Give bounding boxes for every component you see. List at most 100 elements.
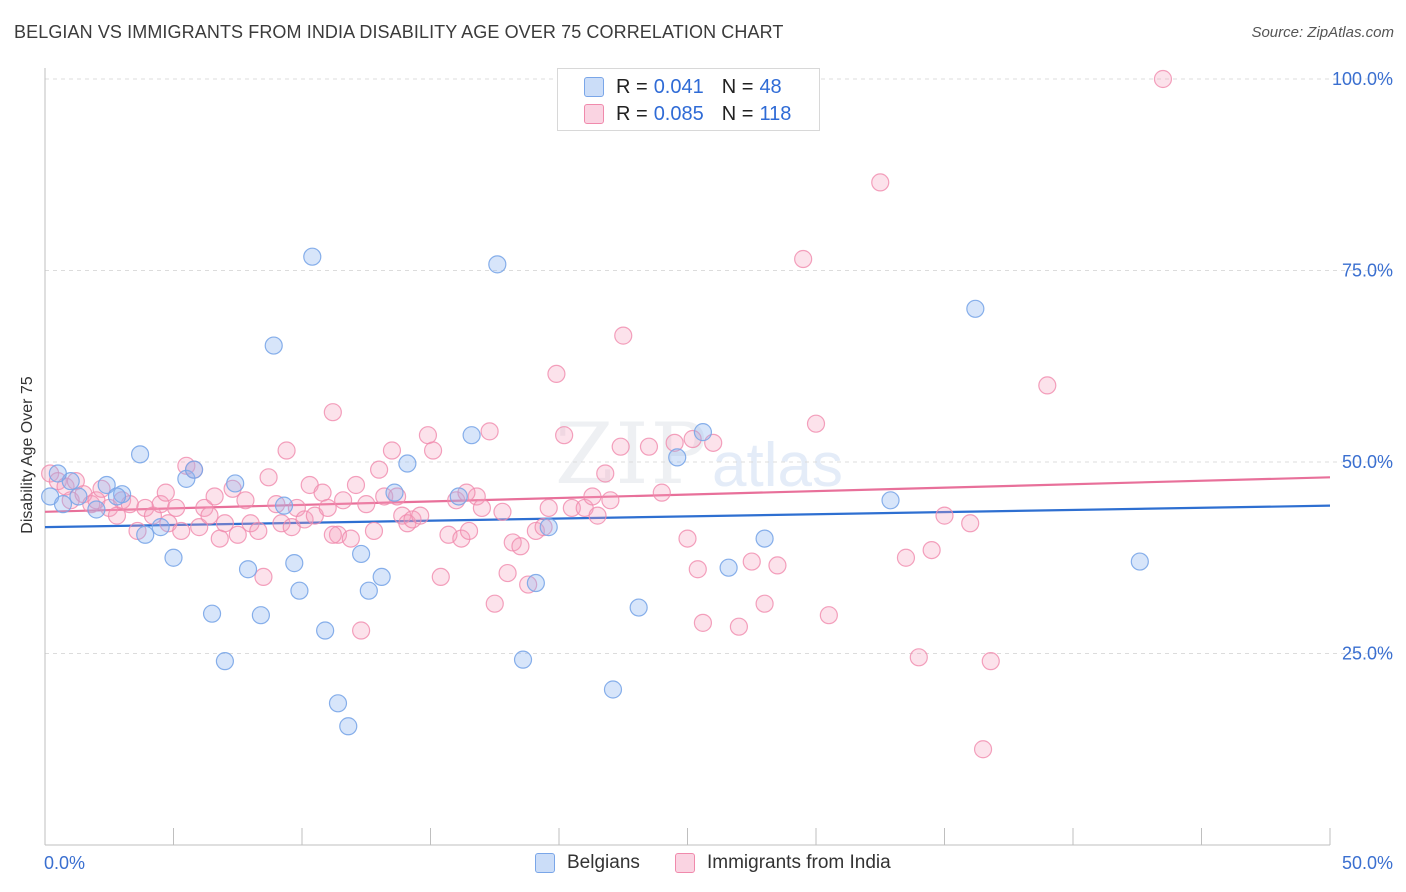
india-point (467, 487, 486, 506)
legend-row-belgians: R = 0.041 N = 48 (584, 75, 800, 99)
india-point (755, 594, 774, 613)
india-point (794, 249, 813, 269)
belgian-point (303, 247, 322, 266)
india-point (236, 491, 255, 510)
india-point (480, 422, 499, 441)
belgian-point (226, 474, 245, 493)
india-point (418, 426, 438, 445)
belgians-trend-line (44, 504, 1331, 529)
india-point (205, 487, 224, 506)
india-point (806, 414, 826, 433)
india-point (459, 521, 479, 541)
india-point (241, 514, 260, 533)
belgian-point (130, 445, 150, 464)
india-point (519, 575, 538, 594)
r-label: R = (616, 75, 648, 98)
belgian-point (164, 548, 183, 567)
india-point (588, 506, 607, 525)
india-point (370, 460, 389, 479)
y-tick-label: 25.0% (1342, 644, 1393, 664)
belgian-point (87, 500, 106, 519)
india-point (364, 521, 384, 541)
india-point (41, 464, 60, 483)
n-label: N = (721, 75, 754, 98)
india-point (1153, 69, 1173, 89)
india-point (611, 437, 630, 456)
india-point (313, 483, 332, 502)
india-point (323, 403, 342, 422)
belgian-point (755, 529, 774, 548)
india-swatch (584, 104, 604, 124)
india-point (614, 326, 633, 345)
india-point (742, 552, 761, 571)
belgian-point (462, 426, 481, 445)
india-point (935, 506, 954, 525)
legend-row-india: R = 0.085 N = 118 (584, 102, 809, 126)
n-value: 118 (759, 102, 792, 125)
india-point (431, 567, 450, 587)
india-point (215, 514, 234, 533)
india-point (511, 537, 530, 556)
n-value: 48 (759, 75, 782, 98)
x-tick-label: 0.0% (44, 853, 85, 873)
belgian-point (53, 495, 73, 514)
india-point (485, 594, 504, 613)
belgian-point (251, 606, 270, 625)
india-point (318, 498, 337, 518)
india-point (871, 173, 890, 192)
india-point (423, 441, 443, 460)
belgian-points (41, 247, 1149, 736)
belgian-point (339, 717, 358, 736)
belgian-point (316, 621, 335, 640)
belgian-point (398, 454, 417, 473)
india-point (295, 510, 314, 529)
correlation-legend: R = 0.041 N = 48 R = 0.085 N = 118 (557, 68, 820, 131)
n-label: N = (721, 102, 754, 125)
belgian-point (603, 680, 623, 699)
belgian-point (526, 573, 545, 593)
india-point (357, 495, 376, 514)
belgian-point (136, 525, 155, 544)
belgian-point (385, 483, 404, 502)
india-point (267, 495, 286, 514)
india-point (254, 567, 273, 587)
belgian-point (359, 581, 378, 600)
belgian-point (285, 554, 304, 573)
belgian-point (184, 460, 204, 479)
y-tick-label: 50.0% (1342, 452, 1393, 472)
india-point (896, 548, 916, 567)
india-point (498, 563, 517, 583)
india-point (583, 487, 602, 506)
belgian-point (238, 560, 258, 579)
india-point (346, 475, 366, 495)
belgian-point (328, 694, 348, 713)
india-point (334, 491, 353, 510)
belgian-point (69, 487, 88, 506)
india-point (375, 487, 394, 506)
chart-title: BELGIAN VS IMMIGRANTS FROM INDIA DISABIL… (14, 22, 784, 42)
y-tick-label: 75.0% (1342, 261, 1393, 281)
belgian-point (449, 487, 468, 506)
belgian-point (488, 255, 507, 274)
india-point (341, 529, 360, 548)
india-point (547, 364, 566, 384)
axes (44, 68, 1331, 846)
india-point (539, 498, 558, 518)
india-point (1038, 376, 1057, 395)
india-point (411, 506, 430, 525)
india-swatch (675, 853, 695, 873)
india-point (596, 464, 615, 483)
india-point (555, 426, 574, 445)
india-point (323, 525, 342, 544)
india-point (768, 556, 787, 575)
india-point (922, 540, 941, 560)
india-point (472, 498, 491, 518)
r-value: 0.041 (653, 75, 704, 98)
india-point (678, 529, 697, 548)
india-point (172, 521, 191, 541)
belgian-point (513, 650, 533, 669)
india-point (272, 514, 291, 533)
india-point (200, 506, 219, 525)
india-point (190, 518, 209, 537)
india-point (352, 621, 371, 640)
